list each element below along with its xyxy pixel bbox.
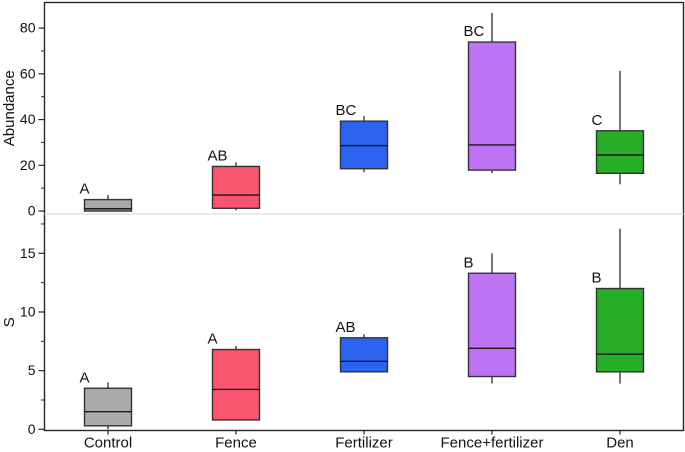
- y-tick-label: 15: [20, 245, 36, 261]
- box: [211, 348, 261, 421]
- y-tick-label: 40: [20, 111, 36, 127]
- significance-letter: A: [208, 331, 218, 348]
- x-category-label: Fence+fertilizer: [441, 435, 544, 452]
- box: [467, 41, 517, 171]
- y-tick-label: 20: [20, 157, 36, 173]
- boxplot-den-panel2: B: [592, 228, 645, 384]
- significance-letter: A: [80, 181, 90, 198]
- x-category-label: Fertilizer: [335, 435, 393, 452]
- y-axis-title: S: [1, 317, 18, 327]
- y-tick-label: 60: [20, 65, 36, 81]
- box: [83, 198, 133, 212]
- box: [83, 387, 133, 427]
- x-category-label: Den: [606, 435, 634, 452]
- boxplot-control-panel2: A: [80, 369, 133, 430]
- boxplot-den-panel1: C: [592, 70, 645, 185]
- significance-letter: AB: [336, 319, 356, 336]
- significance-letter: BC: [336, 102, 357, 119]
- boxplot-fence-panel2: A: [208, 331, 261, 421]
- significance-letter: A: [80, 369, 90, 386]
- box: [595, 287, 645, 373]
- significance-letter: B: [464, 254, 474, 271]
- y-tick-label: 80: [20, 20, 36, 36]
- y-tick-label: 10: [20, 303, 36, 319]
- box: [467, 272, 517, 378]
- x-category-label: Control: [84, 435, 132, 452]
- boxplot-fertilizer-panel1: BC: [336, 102, 389, 173]
- significance-letter: C: [592, 112, 603, 129]
- x-category-label: Fence: [215, 435, 257, 452]
- y-tick-label: 5: [28, 362, 36, 378]
- box: [211, 165, 261, 209]
- significance-letter: AB: [208, 147, 228, 164]
- significance-letter: B: [592, 270, 602, 287]
- boxplot-fence-fertilizer-panel2: B: [464, 253, 517, 384]
- boxplot-fence-fertilizer-panel1: BC: [464, 13, 517, 174]
- box: [595, 130, 645, 175]
- y-axis-title: Abundance: [1, 70, 18, 146]
- box: [339, 337, 389, 373]
- boxplot-fence-panel1: AB: [208, 147, 261, 211]
- significance-letter: BC: [464, 23, 485, 40]
- boxplot-control-panel1: A: [80, 181, 133, 212]
- y-tick-label: 0: [28, 203, 36, 219]
- boxplot-fertilizer-panel2: AB: [336, 319, 389, 373]
- y-tick-label: 0: [28, 421, 36, 437]
